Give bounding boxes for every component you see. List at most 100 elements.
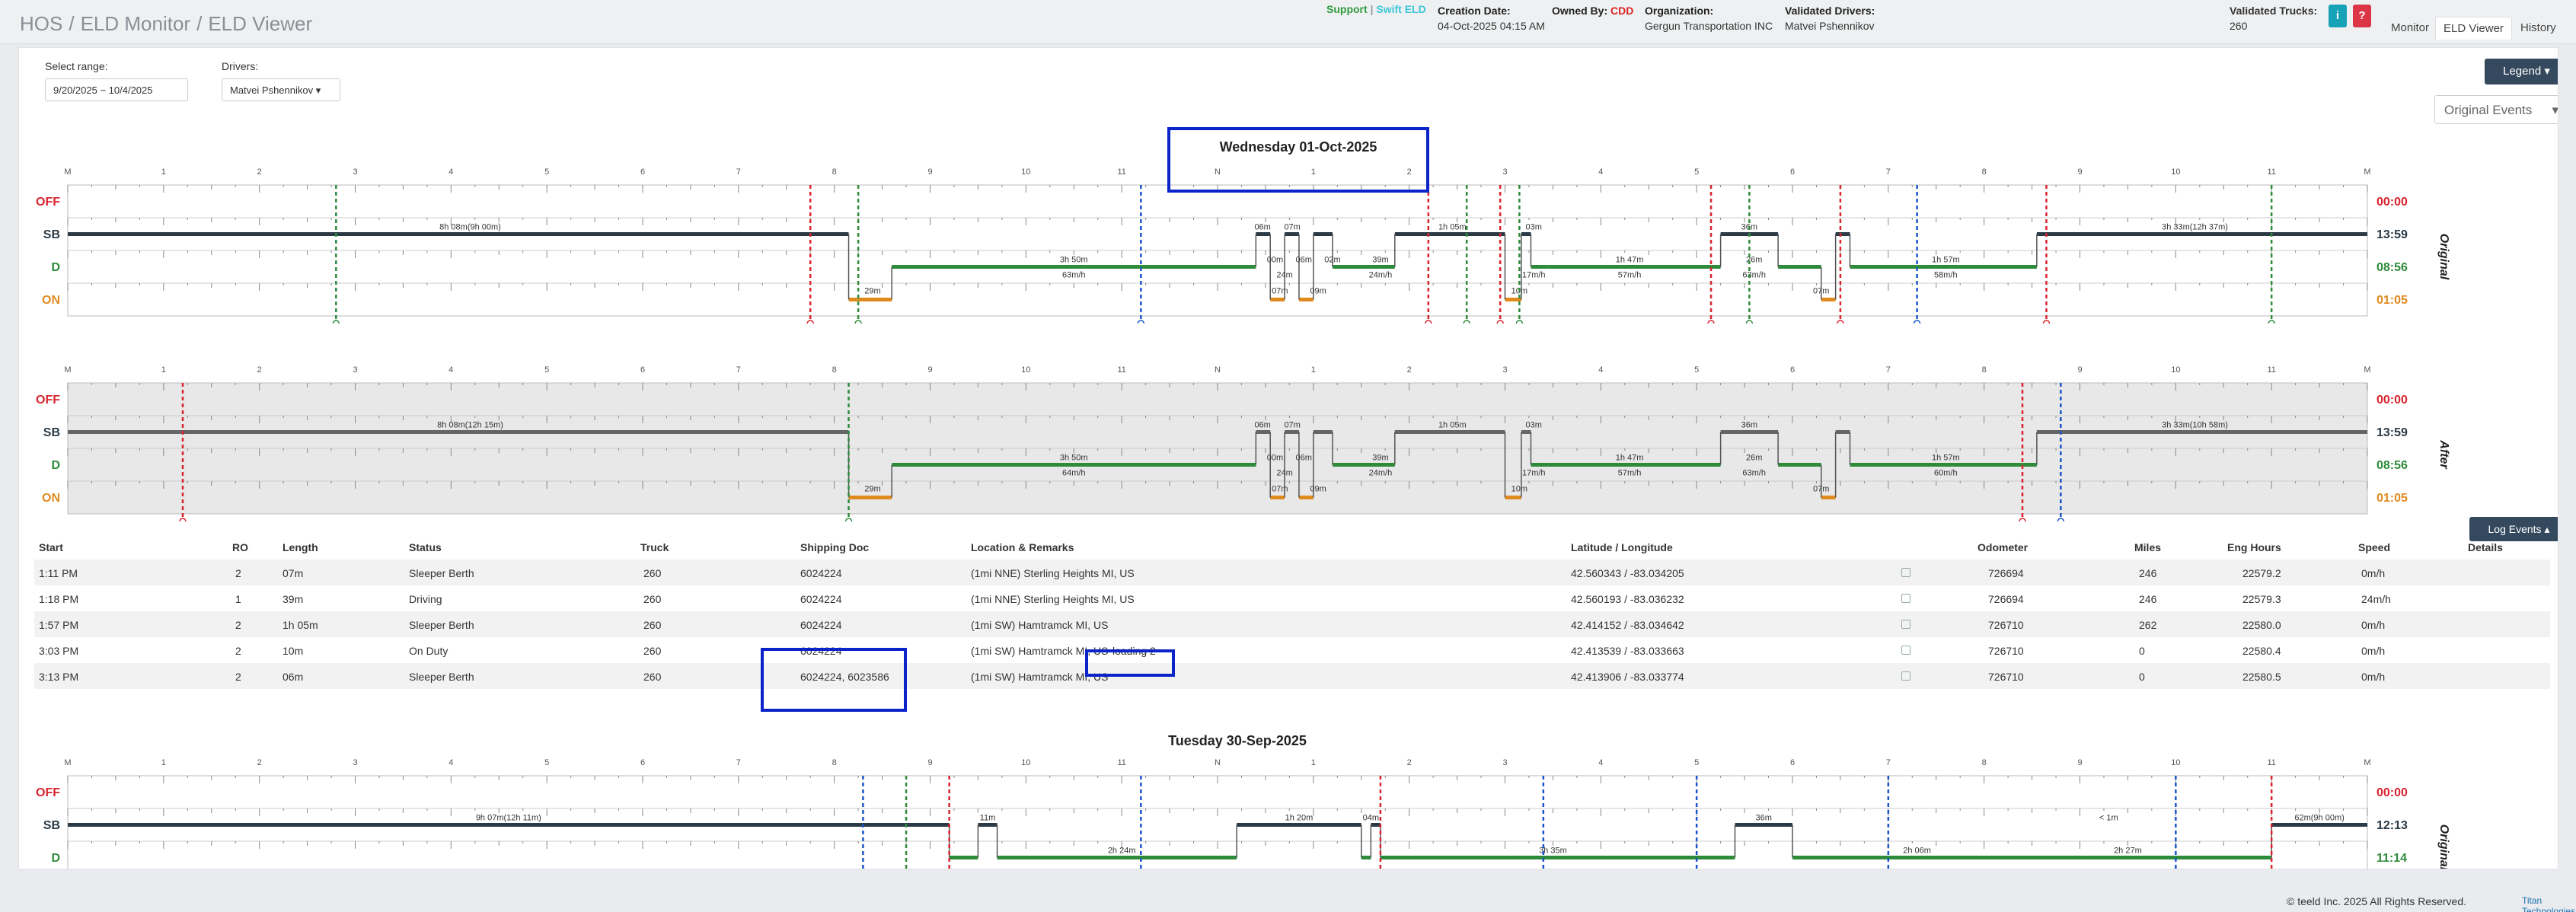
copy-icon[interactable]	[1901, 671, 1910, 681]
chart-side-label: After	[2437, 439, 2450, 469]
edit-icon	[1496, 320, 1504, 324]
edit-icon	[2057, 518, 2065, 521]
col-odometer: Odometer	[1977, 541, 2029, 553]
cell-ro: 2	[235, 619, 241, 631]
tab-history[interactable]: History	[2520, 21, 2556, 34]
copy-icon[interactable]	[1901, 594, 1910, 603]
cell-location: (1mi NNE) Sterling Heights MI, US	[971, 567, 1135, 579]
original-events-select[interactable]: Original Events ▾	[2434, 95, 2558, 124]
table-row[interactable]: 3:13 PM 2 06m Sleeper Berth 260 6024224, 6023…	[34, 663, 2550, 689]
cell-length: 07m	[282, 567, 304, 579]
log-events-button[interactable]: Log Events ▴	[2469, 517, 2558, 541]
cell-latlng: 42.560193 / -83.036232	[1571, 593, 1684, 605]
cell-odometer: 726694	[1988, 567, 2024, 579]
cell-eng: 22579.3	[2242, 593, 2281, 605]
copy-icon[interactable]	[1901, 568, 1910, 577]
segment-label: 24m/h	[1369, 271, 1393, 280]
info-button[interactable]: i	[2329, 5, 2347, 27]
segment-label: 1h 57m	[1932, 454, 1960, 463]
cell-eng: 22579.2	[2242, 567, 2281, 579]
col-ro: RO	[232, 541, 248, 553]
col-status: Status	[409, 541, 442, 553]
segment-label: 1h 05m	[1438, 223, 1467, 232]
tab-eld-viewer[interactable]: ELD Viewer	[2435, 17, 2512, 40]
col-eng-hours: Eng Hours	[2227, 541, 2281, 553]
segment-label: 3h 50m	[1060, 256, 1088, 265]
swift-eld-link[interactable]: Swift ELD	[1376, 3, 1426, 15]
col-speed: Speed	[2358, 541, 2391, 553]
segment-label: 58m/h	[1934, 271, 1958, 280]
cell-miles: 0	[2139, 671, 2145, 683]
cell-truck: 260	[643, 619, 662, 631]
cell-length: 10m	[282, 645, 304, 657]
cell-start: 1:18 PM	[39, 593, 79, 605]
organization: Organization: Gergun Transportation INC	[1645, 5, 1773, 32]
segment-label: < 1m	[2099, 814, 2118, 823]
col-latlng: Latitude / Longitude	[1571, 541, 1673, 553]
edit-icon	[1913, 320, 1921, 324]
segment-label: 06m	[1254, 223, 1270, 232]
hour-label: N	[1215, 167, 1221, 177]
hour-label: M	[2364, 365, 2370, 375]
status-total: 01:05	[2376, 294, 2408, 307]
status-label: OFF	[36, 196, 60, 209]
hour-label: 7	[736, 167, 741, 177]
segment-label: 1h 57m	[1932, 256, 1960, 265]
hour-label: M	[64, 167, 71, 177]
tab-monitor[interactable]: Monitor	[2391, 21, 2430, 34]
cell-location: (1mi SW) Hamtramck MI, US	[971, 671, 1109, 683]
cell-odometer: 726710	[1988, 645, 2024, 657]
table-row[interactable]: 1:11 PM 2 07m Sleeper Berth 260 6024224 (1mi N…	[34, 560, 2550, 585]
segment-label: 07m	[1272, 287, 1288, 296]
segment-label: 07m	[1813, 485, 1829, 494]
cell-ro: 1	[235, 593, 241, 605]
caret-down-icon: ▾	[2544, 65, 2550, 78]
status-total: 08:56	[2376, 459, 2408, 472]
status-total: 08:56	[2376, 261, 2408, 274]
edit-icon	[179, 518, 187, 521]
segment-label: 11m	[980, 814, 996, 823]
cell-status: Driving	[409, 593, 442, 605]
eld-viewer-panel: Select range: 9/20/2025 ~ 10/4/2025 Driv…	[18, 47, 2558, 869]
hour-label: 4	[448, 758, 453, 767]
segment-label: 06m	[1296, 454, 1312, 463]
hour-label: 8	[832, 365, 837, 375]
copy-icon[interactable]	[1901, 646, 1910, 655]
table-row[interactable]: 1:57 PM 2 1h 05m Sleeper Berth 260 6024224 (1m…	[34, 611, 2550, 637]
segment-label: 9h 07m(12h 11m)	[476, 814, 541, 823]
hour-label: 1	[1311, 167, 1316, 177]
cell-status: On Duty	[409, 645, 448, 657]
support-link[interactable]: Support	[1326, 3, 1368, 15]
hour-label: 1	[1311, 758, 1316, 767]
hour-label: 2	[257, 167, 262, 177]
edit-icon	[2042, 320, 2051, 324]
legend-button[interactable]: Legend ▾	[2485, 59, 2558, 85]
cell-length: 39m	[282, 593, 304, 605]
date-range-input[interactable]: 9/20/2025 ~ 10/4/2025	[45, 78, 188, 101]
hour-label: 7	[1886, 758, 1891, 767]
hour-label: 10	[1021, 758, 1030, 767]
hour-label: 10	[2171, 167, 2180, 177]
driver-select[interactable]: Matvei Pshennikov ▾	[222, 78, 340, 101]
segment-label: 1h 47m	[1616, 256, 1644, 265]
hour-label: M	[64, 758, 71, 767]
cell-speed: 0m/h	[2361, 645, 2386, 657]
breadcrumb-hos[interactable]: HOS	[20, 12, 63, 35]
cell-doc: 6024224	[800, 593, 842, 605]
hour-label: 5	[544, 758, 549, 767]
segment-label: 17m/h	[1522, 469, 1546, 478]
highlight-day-title	[1167, 127, 1429, 193]
cell-odometer: 726710	[1988, 671, 2024, 683]
segment-label: 06m	[1254, 421, 1270, 430]
breadcrumb-eld-monitor[interactable]: ELD Monitor	[80, 12, 191, 35]
help-button[interactable]: ?	[2353, 5, 2371, 27]
table-row[interactable]: 1:18 PM 1 39m Driving 260 6024224 (1mi NNE) St…	[34, 585, 2550, 611]
cell-latlng: 42.413539 / -83.033663	[1571, 645, 1684, 657]
table-row[interactable]: 3:03 PM 2 10m On Duty 260 6024224 (1mi SW) Ham…	[34, 637, 2550, 663]
hour-label: 3	[353, 167, 357, 177]
edit-icon	[1463, 320, 1470, 324]
copyright: © teeld Inc. 2025 All Rights Reserved.	[2287, 895, 2466, 907]
copy-icon[interactable]	[1901, 620, 1910, 629]
cell-eng: 22580.5	[2242, 671, 2281, 683]
edit-icon	[1745, 320, 1754, 324]
